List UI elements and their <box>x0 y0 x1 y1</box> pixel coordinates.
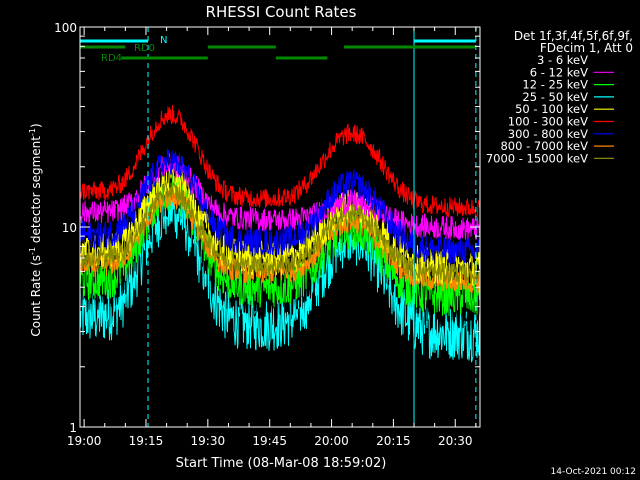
legend-label-0: 3 - 6 keV <box>537 53 588 67</box>
legend-label-5: 100 - 300 keV <box>508 115 588 129</box>
legend-label-3: 25 - 50 keV <box>522 90 588 104</box>
x-tick-label: 19:00 <box>67 434 102 448</box>
attenuator-label-rd4: RD4 <box>101 53 122 64</box>
attenuator-label-n: N <box>160 35 167 46</box>
x-tick-label: 20:15 <box>376 434 411 448</box>
series-line-1 <box>79 153 481 241</box>
series-line-6 <box>79 148 481 265</box>
series-line-2 <box>79 172 481 316</box>
legend-label-1: 6 - 12 keV <box>530 65 588 79</box>
x-tick-label: 19:15 <box>129 434 164 448</box>
y-tick-label: 10 <box>62 221 77 235</box>
x-tick-label: 20:30 <box>438 434 473 448</box>
plot-area: N RD0 RD4 <box>79 27 481 427</box>
x-tick-label: 20:00 <box>314 434 349 448</box>
legend-label-4: 50 - 100 keV <box>515 102 588 116</box>
legend-label-6: 300 - 800 keV <box>508 127 588 141</box>
x-axis-label: Start Time (08-Mar-08 18:59:02) <box>176 456 387 471</box>
legend-label-2: 12 - 25 keV <box>522 78 588 92</box>
y-tick-label: 1 <box>69 421 77 435</box>
x-tick-label: 19:30 <box>191 434 226 448</box>
series-line-5 <box>79 104 481 218</box>
legend-header-decim: FDecim 1, Att 0 <box>540 41 633 55</box>
legend-label-7: 800 - 7000 keV <box>500 139 588 153</box>
attenuator-label-rd0: RD0 <box>134 43 155 54</box>
y-axis-ticks: 1 10 100 <box>54 21 480 435</box>
legend-label-8: 7000 - 15000 keV <box>486 151 588 165</box>
chart-title: RHESSI Count Rates <box>206 3 357 21</box>
y-tick-label: 100 <box>54 21 77 35</box>
y-axis-label: Count Rate (s-1 detector segment-1) <box>28 123 43 336</box>
legend-header-detectors: Det 1f,3f,4f,5f,6f,9f, <box>514 29 633 43</box>
footer-timestamp: 14-Oct-2021 00:12 <box>551 467 636 477</box>
legend: Det 1f,3f,4f,5f,6f,9f, FDecim 1, Att 0 3… <box>486 29 633 165</box>
x-axis-ticks: 19:00 19:15 19:30 19:45 20:00 20:15 20:30 <box>67 27 477 448</box>
series-line-8 <box>79 180 481 285</box>
x-tick-label: 19:45 <box>252 434 287 448</box>
